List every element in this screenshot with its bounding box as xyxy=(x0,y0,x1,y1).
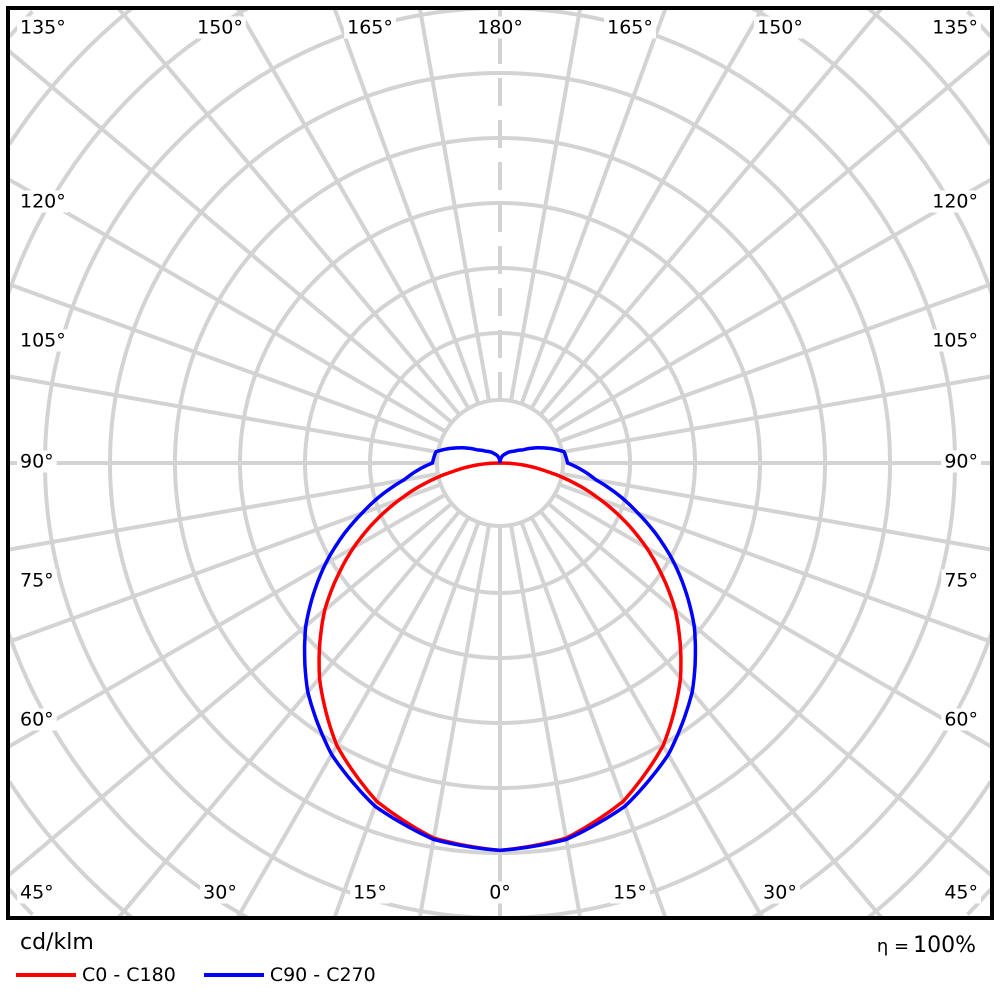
series-curve-c90-c270 xyxy=(302,446,698,853)
angle-label: 45° xyxy=(20,882,54,904)
angle-label: 60° xyxy=(20,709,54,731)
grid-spoke xyxy=(546,48,994,425)
angle-label-bg xyxy=(760,881,800,904)
angle-label-bg xyxy=(474,16,526,39)
angle-label: 120° xyxy=(20,191,66,213)
grid-spoke xyxy=(529,516,765,920)
angle-label-bg xyxy=(941,450,981,473)
grid-spoke xyxy=(7,374,439,455)
angle-label-bg xyxy=(610,881,650,904)
legend: C0 - C180 C90 - C270 xyxy=(16,964,376,986)
grid-spoke xyxy=(417,524,492,919)
grid-spoke xyxy=(561,374,993,455)
grid-spoke xyxy=(116,509,462,920)
grid-spoke xyxy=(235,7,471,410)
angle-label-bg xyxy=(754,16,806,39)
angle-label-bg xyxy=(194,16,246,39)
grid-spoke xyxy=(332,7,481,405)
angle-label: 90° xyxy=(20,451,54,473)
grid-spoke xyxy=(6,177,447,434)
angle-label: 105° xyxy=(20,330,66,352)
grid-spoke xyxy=(235,516,471,919)
angle-label: 30° xyxy=(203,882,237,904)
angle-label: 75° xyxy=(20,570,54,592)
efficiency-value: 100% xyxy=(913,933,976,958)
grid-spoke xyxy=(116,6,462,417)
grid-spoke xyxy=(6,48,454,425)
legend-label: C0 - C180 xyxy=(82,964,176,986)
grid-spoke xyxy=(538,509,884,920)
grid-spoke xyxy=(538,6,884,417)
angle-label: 135° xyxy=(932,17,978,39)
grid-spoke xyxy=(519,7,668,405)
angle-label-bg xyxy=(344,16,396,39)
angle-label: 150° xyxy=(757,17,803,39)
grid-spoke xyxy=(553,492,993,749)
grid-spoke xyxy=(7,471,439,552)
angle-label: 180° xyxy=(477,17,523,39)
angle-label: 135° xyxy=(20,17,66,39)
legend-swatch-blue xyxy=(203,973,264,977)
angle-label: 30° xyxy=(763,882,797,904)
angle-label: 15° xyxy=(613,882,647,904)
grid-spoke xyxy=(417,7,492,402)
efficiency-label: η = 100% xyxy=(877,933,976,958)
angle-label-bg xyxy=(350,881,390,904)
angle-label: 15° xyxy=(353,882,387,904)
grid-spoke xyxy=(546,501,994,878)
eta-symbol: η = xyxy=(876,936,910,957)
grid-spoke xyxy=(7,282,442,444)
angle-label: 45° xyxy=(944,882,978,904)
angle-label: 60° xyxy=(944,709,978,731)
legend-swatch-red xyxy=(16,973,76,977)
legend-item-c0-c180: C0 - C180 xyxy=(16,964,176,986)
grid-spoke xyxy=(558,482,993,644)
angle-label-bg xyxy=(929,329,981,352)
angle-label: 165° xyxy=(607,17,653,39)
angle-label-bg xyxy=(17,190,69,213)
grid-spoke xyxy=(6,501,454,878)
angle-label-bg xyxy=(941,708,981,731)
grid-spoke xyxy=(558,282,993,444)
angle-label-bg xyxy=(17,329,69,352)
grid-spoke xyxy=(508,524,583,919)
angle-label: 105° xyxy=(932,330,978,352)
intensity-curves xyxy=(302,446,698,853)
angle-label-bg xyxy=(941,881,981,904)
grid-spoke xyxy=(519,521,668,919)
grid-spoke xyxy=(332,521,481,919)
grid-spoke xyxy=(529,6,765,410)
angle-label-bg xyxy=(929,16,981,39)
angle-label-bg xyxy=(17,569,57,592)
grid-spoke xyxy=(6,492,447,749)
angle-label-bg xyxy=(604,16,656,39)
grid-spoke xyxy=(7,482,442,644)
angle-label: 165° xyxy=(347,17,393,39)
grid-spoke xyxy=(561,471,993,552)
angle-label-bg xyxy=(929,190,981,213)
angle-label-bg xyxy=(17,881,57,904)
angle-label-bg xyxy=(17,16,69,39)
angle-label: 90° xyxy=(944,451,978,473)
angle-label-bg xyxy=(17,450,57,473)
angle-label-bg xyxy=(941,569,981,592)
angle-label: 120° xyxy=(932,191,978,213)
grid-ring xyxy=(7,6,993,920)
angle-labels: 135° 120° 105° 90° 75° 60° 45° 135° 120° 105° 90° 7… xyxy=(17,16,981,904)
angle-label: 150° xyxy=(197,17,243,39)
legend-item-c90-c270: C90 - C270 xyxy=(203,964,376,986)
grid-spoke xyxy=(553,177,993,434)
angle-label: 75° xyxy=(944,570,978,592)
angle-label-bg xyxy=(200,881,240,904)
plot-frame xyxy=(6,6,994,920)
angle-label-bg xyxy=(17,708,57,731)
grid-spoke xyxy=(508,7,583,402)
angle-label: 0° xyxy=(489,882,511,904)
unit-label: cd/klm xyxy=(20,930,94,955)
angle-label-bg xyxy=(486,881,514,904)
legend-label: C90 - C270 xyxy=(269,964,376,986)
